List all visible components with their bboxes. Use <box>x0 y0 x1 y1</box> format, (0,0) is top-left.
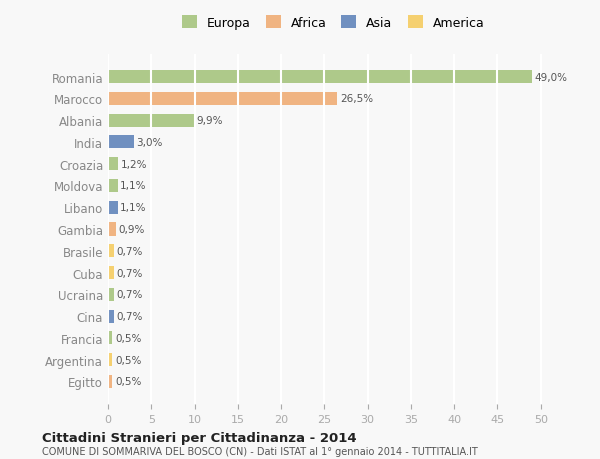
Bar <box>108 266 114 280</box>
Bar <box>108 114 194 128</box>
Bar <box>108 93 337 106</box>
Legend: Europa, Africa, Asia, America: Europa, Africa, Asia, America <box>182 16 484 29</box>
Text: 3,0%: 3,0% <box>137 138 163 148</box>
Text: 0,5%: 0,5% <box>115 376 141 386</box>
Text: 0,5%: 0,5% <box>115 333 141 343</box>
Bar <box>108 331 112 345</box>
Bar <box>108 158 118 171</box>
Bar <box>108 288 114 301</box>
Bar <box>108 71 532 84</box>
Bar <box>108 375 112 388</box>
Text: 26,5%: 26,5% <box>340 94 373 104</box>
Text: 0,5%: 0,5% <box>115 355 141 365</box>
Bar <box>108 245 114 258</box>
Text: 0,7%: 0,7% <box>116 246 143 256</box>
Bar <box>108 353 112 366</box>
Text: Cittadini Stranieri per Cittadinanza - 2014: Cittadini Stranieri per Cittadinanza - 2… <box>42 431 356 444</box>
Text: 1,2%: 1,2% <box>121 159 148 169</box>
Bar <box>108 201 118 214</box>
Bar <box>108 223 116 236</box>
Text: 1,1%: 1,1% <box>120 203 146 213</box>
Text: 49,0%: 49,0% <box>535 73 568 83</box>
Text: COMUNE DI SOMMARIVA DEL BOSCO (CN) - Dati ISTAT al 1° gennaio 2014 - TUTTITALIA.: COMUNE DI SOMMARIVA DEL BOSCO (CN) - Dat… <box>42 447 478 456</box>
Text: 0,9%: 0,9% <box>118 224 145 235</box>
Text: 0,7%: 0,7% <box>116 290 143 300</box>
Text: 1,1%: 1,1% <box>120 181 146 191</box>
Text: 0,7%: 0,7% <box>116 311 143 321</box>
Bar <box>108 179 118 193</box>
Text: 9,9%: 9,9% <box>196 116 223 126</box>
Text: 0,7%: 0,7% <box>116 268 143 278</box>
Bar <box>108 310 114 323</box>
Bar <box>108 136 134 149</box>
